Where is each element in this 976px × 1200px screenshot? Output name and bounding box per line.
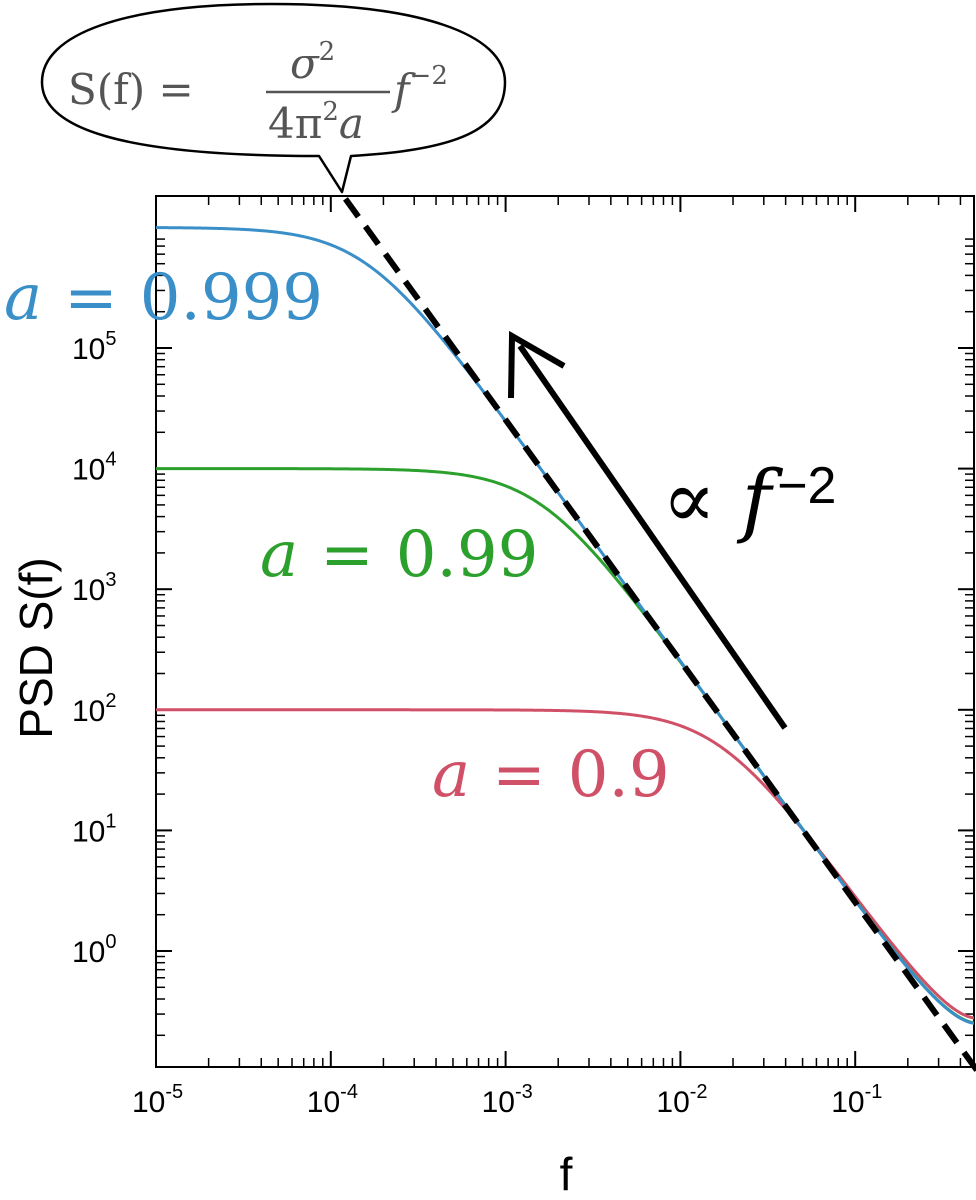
y-tick-label-exp: 5 [105,328,116,350]
x-axis-ticks [155,196,962,1067]
formula-tail-exp: −2 [410,61,448,91]
x-tick-label-base: 10 [482,1086,515,1119]
label-a-09: a = 0.9 [432,738,670,812]
label-a-099-num: 0.99 [396,518,539,592]
label-a-099-var: a [260,518,298,592]
x-axis-tick-labels: 10-5 10-4 10-3 10-2 10-1 [132,1081,882,1119]
slope-arrow [508,330,788,730]
label-a-0999-var: a [4,261,42,335]
label-a-09-var: a [432,738,470,812]
formula-denominator: 4π2a [268,97,364,148]
y-axis-title: PSD S(f) [10,557,62,738]
label-a-0999-num: 0.999 [140,261,323,335]
y-axis-ticks [156,238,974,1037]
x-tick-label-exp: -4 [340,1081,358,1103]
x-tick-label: 10-5 [132,1081,183,1119]
x-tick-label-base: 10 [831,1086,864,1119]
x-tick-label-exp: -5 [165,1081,183,1103]
y-tick-label: 100 [72,931,117,969]
y-tick-label-exp: 0 [105,931,116,953]
x-tick-label-base: 10 [132,1086,165,1119]
x-tick-label-base: 10 [656,1086,689,1119]
slope-arrow-head-icon [508,330,566,399]
y-tick-label: 101 [72,810,117,848]
y-tick-label-base: 10 [72,936,105,969]
plot-frame [155,195,975,1068]
formula-numerator-sigma: σ [290,39,320,88]
x-tick-label-exp: -2 [690,1081,708,1103]
y-tick-label-base: 10 [72,815,105,848]
formula-lhs: S(f) = [68,65,194,114]
slope-arrow-shaft [517,344,788,730]
formula-den-a: a [339,99,364,148]
label-a-099-eq: = [320,518,374,592]
x-tick-label: 10-2 [656,1081,707,1119]
slope-label: ∝ f −2 [662,453,836,546]
label-a-0999: a = 0.999 [4,261,323,335]
x-tick-label-exp: -1 [865,1081,883,1103]
label-a-09-eq: = [492,738,546,812]
label-a-0999-eq: = [64,261,118,335]
y-tick-label: 105 [72,328,117,366]
formula-numerator: σ2 [290,37,335,88]
x-tick-label: 10-3 [482,1081,533,1119]
x-axis-title: f [560,1148,573,1200]
formula-bubble: S(f) = σ2 4π2a f−2 [40,2,507,194]
label-a-09-num: 0.9 [568,738,670,812]
x-tick-label-base: 10 [307,1086,340,1119]
y-tick-label-exp: 3 [105,569,116,591]
y-tick-label-exp: 1 [105,810,116,832]
label-a-099: a = 0.99 [260,518,538,592]
x-tick-label-exp: -3 [515,1081,533,1103]
series-line-09 [156,708,974,1020]
formula-den-exp: 2 [322,97,339,127]
y-tick-label: 104 [72,449,117,487]
y-tick-label: 103 [72,569,117,607]
y-tick-label-base: 10 [72,454,105,487]
y-tick-label-base: 10 [72,574,105,607]
y-tick-label-base: 10 [72,333,105,366]
formula-den-4pi: 4π [268,99,322,148]
formula-bubble-outline [40,2,507,194]
asymptote-dashed-line [343,197,976,1075]
slope-label-main: ∝ f [662,453,784,546]
y-tick-label-base: 10 [72,695,105,728]
x-tick-label: 10-1 [831,1081,882,1119]
y-tick-label-exp: 4 [105,449,116,471]
y-tick-label-exp: 2 [105,690,116,712]
y-tick-label: 102 [72,690,117,728]
formula-numerator-exp: 2 [319,37,336,67]
x-tick-label: 10-4 [307,1081,358,1119]
slope-label-exp: −2 [777,457,836,515]
